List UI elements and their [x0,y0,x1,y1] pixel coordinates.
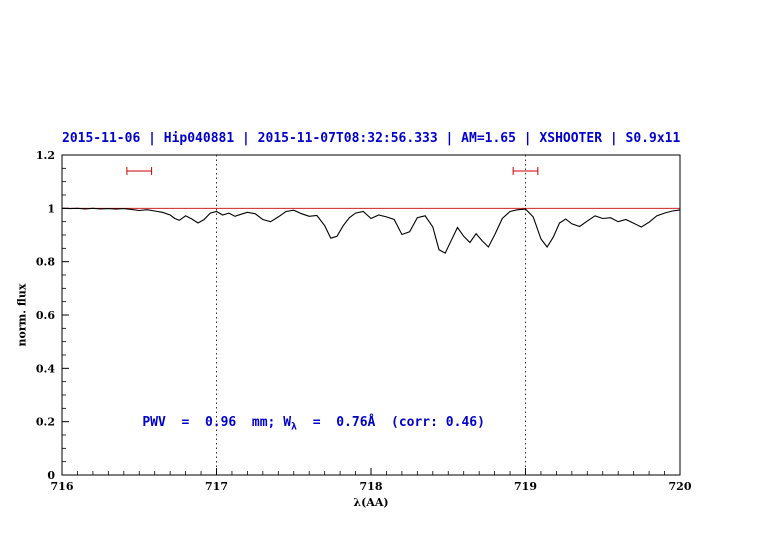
pwv-annotation: PWV = 0.96 mm; Wλ = 0.76Å (corr: 0.46) [142,415,485,433]
annotation-text-post: = 0.76Å (corr: 0.46) [297,415,485,431]
tick-label: 720 [669,480,692,493]
tick-label: 0.6 [36,309,55,322]
annotation-text-pre: PWV = 0.96 mm; W [142,415,292,431]
tick-label: 718 [360,480,383,493]
tick-label: 0.8 [36,256,55,269]
tick-label: 0.2 [36,416,55,429]
tick-label: 1 [47,202,55,215]
tick-label: 0 [47,469,55,482]
spectrum-curve [61,207,681,254]
tick-label: 0.4 [36,362,55,375]
tick-label: 719 [514,480,537,493]
tick-label: 716 [51,480,74,493]
annotation-lambda-subscript: λ [291,421,298,433]
tick-label: 1.2 [36,149,55,162]
plot-title: 2015-11-06 | Hip040881 | 2015-11-07T08:3… [62,131,681,146]
x-axis-label: λ(AA) [353,496,389,509]
tick-label: 717 [205,480,228,493]
